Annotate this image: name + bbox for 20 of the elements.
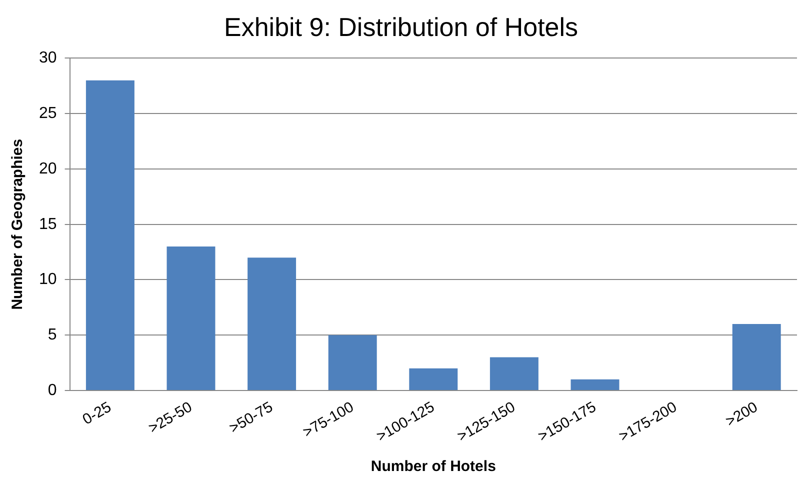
bar — [409, 368, 458, 390]
bar — [570, 379, 620, 390]
x-tick-label: 0-25 — [80, 398, 114, 428]
x-tick-label: >200 — [722, 398, 761, 430]
y-tick-label: 20 — [39, 160, 57, 178]
bar — [490, 357, 538, 390]
bar — [248, 258, 296, 390]
bar — [86, 80, 134, 390]
bar — [732, 324, 781, 390]
y-tick-label: 10 — [39, 271, 57, 288]
y-tick-label: 30 — [39, 50, 57, 67]
y-axis-title: Number of Geographies — [9, 138, 26, 310]
y-tick-label: 25 — [39, 104, 57, 122]
chart-title: Exhibit 9: Distribution of Hotels — [224, 12, 578, 42]
y-tick-label: 0 — [48, 382, 57, 399]
y-tick-label: 15 — [39, 216, 57, 233]
bar — [166, 246, 216, 390]
y-tick-label: 5 — [48, 326, 57, 344]
bar — [328, 335, 377, 390]
x-axis-title: Number of Hotels — [370, 458, 496, 476]
